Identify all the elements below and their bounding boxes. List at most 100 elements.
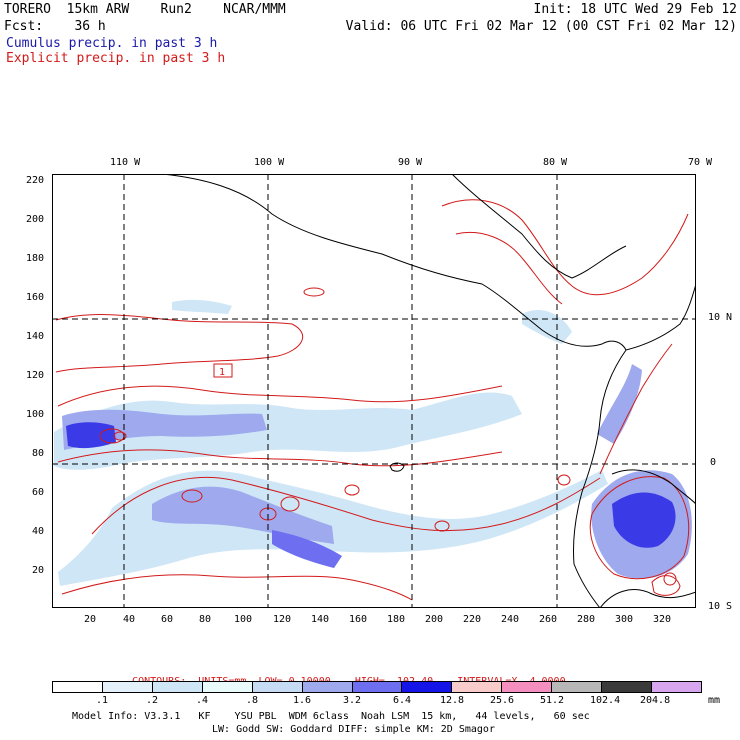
colorbar-swatch [101, 682, 152, 692]
colorbar-swatch [351, 682, 402, 692]
lon-label-90w: 90 W [398, 157, 423, 168]
x-tick-label: 320 [653, 614, 672, 625]
colorbar-tick-label: .1 [95, 695, 109, 706]
colorbar-tick-label: .2 [145, 695, 159, 706]
init-time: Init: 18 UTC Wed 29 Feb 12 [533, 2, 738, 17]
colorbar-swatch [53, 682, 102, 692]
colorbar-tick-label: .4 [195, 695, 209, 706]
contour-cell [344, 484, 360, 496]
x-tick-label: 260 [539, 614, 558, 625]
map-frame [52, 174, 696, 608]
contour-itcz-upper [57, 385, 503, 407]
forecast-hour: Fcst: 36 h [4, 19, 106, 34]
model-info-line2: LW: Godd SW: Goddard DIFF: simple KM: 2D… [212, 724, 495, 735]
colorbar-tick-label: 6.4 [392, 695, 412, 706]
colorbar-swatch [451, 682, 502, 692]
y-tick-label: 40 [32, 526, 45, 537]
explicit-precip-label: Explicit precip. in past 3 h [6, 51, 226, 66]
x-tick-label: 200 [425, 614, 444, 625]
y-tick-label: 140 [26, 331, 45, 342]
contour-coast-south-america [599, 343, 673, 475]
cumulus-amazon-core [612, 492, 676, 548]
y-tick-label: 100 [26, 409, 45, 420]
y-tick-label: 60 [32, 487, 45, 498]
contour-cell [280, 496, 300, 512]
colorbar [52, 681, 702, 693]
colorbar-swatch [551, 682, 602, 692]
colorbar-tick-label: 102.4 [590, 695, 621, 706]
lon-label-70w: 70 W [688, 157, 713, 168]
contour-label-text: 1 [219, 367, 225, 378]
colorbar-tick-label: 3.2 [342, 695, 362, 706]
x-tick-label: 20 [84, 614, 97, 625]
colorbar-swatch [601, 682, 652, 692]
contour-cell [434, 520, 450, 532]
colorbar-tick-label: .8 [245, 695, 259, 706]
contour-north-west [55, 314, 304, 373]
x-tick-label: 120 [273, 614, 292, 625]
colorbar-labels: .1 .2 .4 .8 1.6 3.2 6.4 12.8 25.6 51.2 102.4 204.8 [52, 695, 702, 709]
colorbar-swatch [401, 682, 452, 692]
explicit-precip-contours [55, 199, 690, 601]
y-tick-label: 160 [26, 292, 45, 303]
cumulus-precip-label: Cumulus precip. in past 3 h [6, 36, 218, 51]
contour-cell [663, 572, 677, 586]
colorbar-swatch [151, 682, 202, 692]
colorbar-swatch [201, 682, 252, 692]
coast-south-america-west [573, 349, 627, 608]
cumulus-patch-north [172, 299, 232, 314]
x-tick-label: 40 [123, 614, 136, 625]
colorbar-tick-label: 204.8 [640, 695, 671, 706]
cumulus-core-center [272, 530, 342, 568]
precip-map: 1 [52, 174, 696, 608]
colorbar-tick-label: 51.2 [540, 695, 565, 706]
contour-label-box [213, 363, 233, 378]
x-tick-label: 280 [577, 614, 596, 625]
x-tick-label: 140 [311, 614, 330, 625]
y-tick-label: 220 [26, 175, 45, 186]
galapagos-islands [389, 462, 405, 472]
contour-south-edge [61, 574, 413, 601]
x-tick-label: 180 [387, 614, 406, 625]
x-tick-label: 60 [161, 614, 174, 625]
x-tick-label: 240 [501, 614, 520, 625]
coast-north-colombia [625, 283, 696, 351]
coast-yucatan [451, 174, 627, 279]
colorbar-unit: mm [708, 695, 721, 706]
model-title: TORERO 15km ARW Run2 NCAR/MMM [4, 2, 286, 17]
contour-cell-se [651, 575, 681, 596]
coast-mexico-central-america [161, 174, 627, 351]
cumulus-max-west [66, 422, 116, 449]
lon-label-110w: 110 W [110, 157, 141, 168]
contour-cell [181, 489, 203, 503]
lon-label-80w: 80 W [543, 157, 568, 168]
colorbar-tick-label: 12.8 [440, 695, 465, 706]
lon-label-100w: 100 W [254, 157, 285, 168]
contour-caribbean [441, 199, 689, 296]
colorbar-swatch [651, 682, 701, 692]
contour-itcz-lower [57, 449, 503, 467]
lat-label-10s: 10 S [708, 601, 733, 612]
lat-label-10n: 10 N [708, 312, 733, 323]
y-tick-label: 120 [26, 370, 45, 381]
border-peru [599, 589, 696, 608]
contour-amazon [589, 476, 690, 580]
contour-cell [557, 474, 571, 486]
colorbar-swatch [301, 682, 352, 692]
coastlines [161, 174, 696, 608]
x-tick-label: 80 [199, 614, 212, 625]
colorbar-swatch [251, 682, 302, 692]
y-tick-label: 80 [32, 448, 45, 459]
contour-cell [113, 431, 127, 441]
valid-time: Valid: 06 UTC Fri 02 Mar 12 (00 CST Fri … [345, 19, 737, 34]
y-tick-label: 180 [26, 253, 45, 264]
x-tick-label: 100 [234, 614, 253, 625]
lat-lon-grid [52, 174, 696, 608]
colorbar-swatch [501, 682, 552, 692]
y-tick-label: 200 [26, 214, 45, 225]
x-tick-label: 220 [463, 614, 482, 625]
contour-caribbean-inner [455, 232, 563, 305]
border-ecuador-colombia [611, 469, 696, 505]
x-tick-label: 300 [615, 614, 634, 625]
cumulus-coast-colombia [597, 364, 642, 444]
